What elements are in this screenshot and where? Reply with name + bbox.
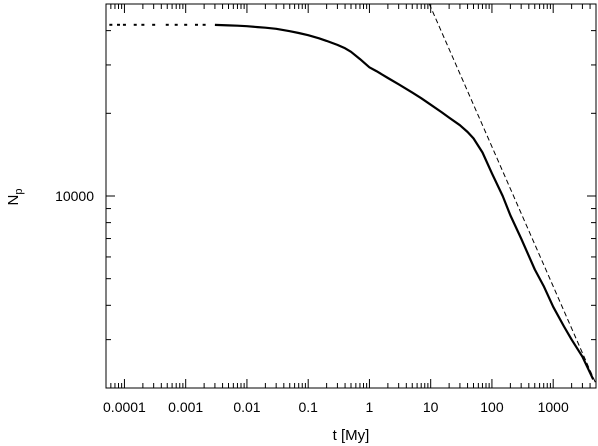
data-point <box>109 23 113 26</box>
data-point <box>184 23 188 26</box>
data-point <box>194 23 198 26</box>
data-point <box>133 23 137 26</box>
x-tick-label: 10 <box>423 399 439 415</box>
y-tick-labels: 10000 <box>55 188 94 204</box>
x-tick-label: 0.001 <box>168 399 203 415</box>
plot-frame <box>105 3 597 389</box>
data-point <box>174 23 178 26</box>
data-point <box>141 23 145 26</box>
x-tick-labels: 0.0001 0.001 0.01 0.1 1 10 100 1000 <box>103 399 569 415</box>
y-axis-title-main: N <box>5 195 22 206</box>
data-point <box>165 23 169 26</box>
x-tick-label: 0.0001 <box>103 399 146 415</box>
y-axis-title: Np <box>5 189 25 206</box>
x-tick-label: 1 <box>366 399 374 415</box>
tick-marks <box>106 4 596 388</box>
y-axis-title-sub: p <box>13 189 25 195</box>
data-point <box>122 23 126 26</box>
x-tick-label: 1000 <box>538 399 569 415</box>
x-tick-label: 100 <box>480 399 504 415</box>
x-axis-title: t [My] <box>333 427 370 444</box>
data-curve <box>214 23 595 380</box>
data-point <box>152 23 156 26</box>
data-point <box>117 23 121 26</box>
x-tick-label: 0.1 <box>298 399 318 415</box>
fit-line <box>428 3 597 385</box>
y-tick-label: 10000 <box>55 188 94 204</box>
data-point <box>202 23 206 26</box>
data-series <box>109 3 597 385</box>
x-tick-label: 0.01 <box>233 399 260 415</box>
